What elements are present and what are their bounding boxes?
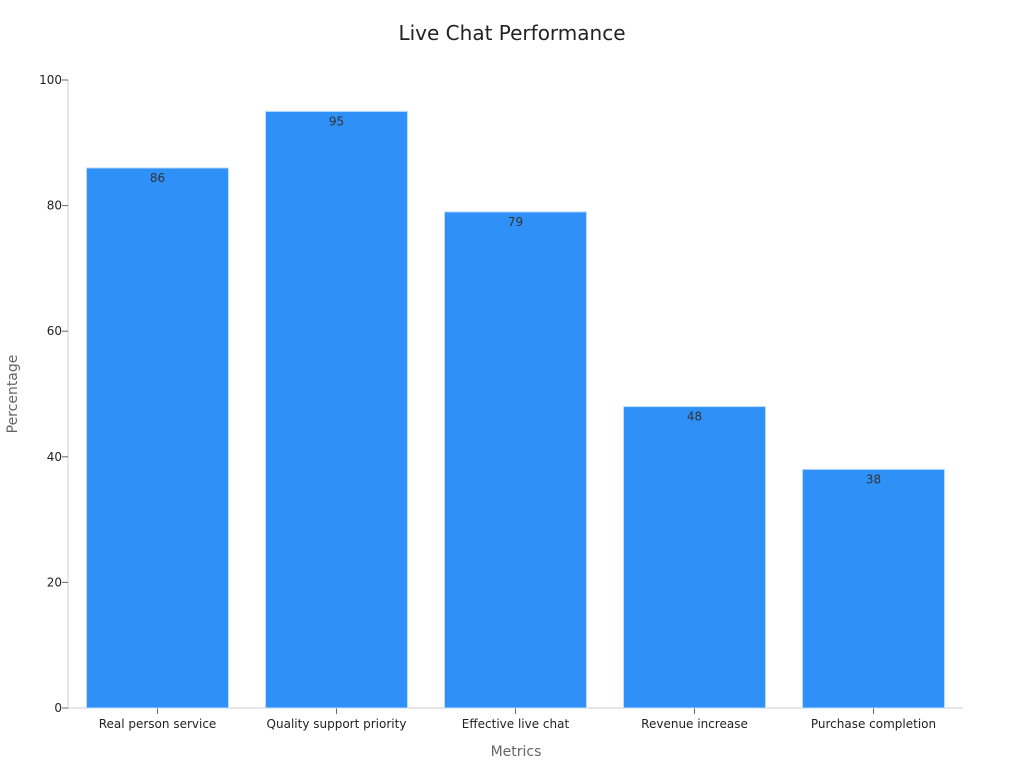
y-tick-label: 0 <box>54 701 62 715</box>
x-tick-label: Real person service <box>99 717 217 731</box>
y-tick-label: 80 <box>47 199 62 213</box>
bar-value-label: 48 <box>687 410 702 424</box>
x-tick-label: Effective live chat <box>462 717 570 731</box>
bar <box>265 110 408 709</box>
bar-value-label: 38 <box>866 472 881 486</box>
y-tick-label: 40 <box>47 450 62 464</box>
y-axis: 0 20 40 60 80 100 <box>39 73 69 715</box>
y-tick-label: 60 <box>47 324 62 338</box>
x-axis-title: Metrics <box>491 744 542 760</box>
x-tick-label: Quality support priority <box>267 717 407 731</box>
x-tick-label: Purchase completion <box>811 717 936 731</box>
bar <box>444 211 587 709</box>
bar-value-label: 86 <box>150 171 165 185</box>
bar <box>86 167 229 709</box>
y-tick-label: 100 <box>39 73 62 87</box>
y-tick-label: 20 <box>47 575 62 589</box>
y-axis-title: Percentage <box>5 355 21 434</box>
x-tick-label: Revenue increase <box>641 717 748 731</box>
chart-title: Live Chat Performance <box>398 21 625 45</box>
bar-value-label: 95 <box>329 114 344 128</box>
bars <box>86 110 945 709</box>
bar-value-label: 79 <box>508 215 523 229</box>
bar <box>802 468 945 709</box>
x-axis: Real person service Quality support prior… <box>68 707 963 731</box>
data-labels: 86 95 79 48 38 <box>150 114 881 486</box>
bar <box>623 406 766 709</box>
